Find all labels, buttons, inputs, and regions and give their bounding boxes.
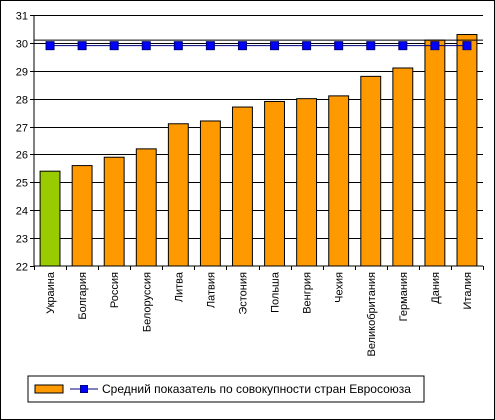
x-tick-label: Россия: [109, 272, 121, 308]
average-point: [270, 41, 280, 51]
y-tick-label: 25: [16, 178, 28, 190]
legend-label: Средний показатель по совокупности стран…: [102, 382, 411, 396]
y-tick-label: 23: [16, 234, 28, 246]
bar-Белоруссия: [135, 148, 157, 267]
average-point: [205, 41, 215, 51]
average-point: [45, 41, 55, 51]
bar-Литва: [167, 123, 189, 267]
y-tick-label: 27: [16, 123, 28, 135]
bar-Россия: [103, 156, 125, 267]
legend: Средний показатель по совокупности стран…: [27, 375, 425, 403]
y-axis: 22 23 24 25 26 27 28 29 30 31: [16, 11, 34, 274]
bar-Чехия: [328, 95, 350, 267]
x-tick-label: Украина: [45, 271, 57, 314]
y-tick-label: 30: [16, 39, 28, 51]
bars: [39, 34, 478, 267]
average-point: [302, 41, 312, 51]
average-point: [398, 41, 408, 51]
legend-marker-swatch: [80, 385, 88, 393]
x-tick-label: Чехия: [334, 272, 346, 303]
bar-Польша: [264, 100, 285, 267]
bar-Дания: [424, 39, 446, 267]
x-tick-label: Великобритания: [366, 272, 378, 357]
y-tick-label: 22: [16, 262, 28, 274]
bar-Великобритания: [360, 75, 382, 267]
y-tick-label: 31: [16, 11, 28, 23]
bar-Болгария: [71, 165, 93, 267]
average-point: [173, 41, 183, 51]
average-point: [462, 41, 472, 51]
bar-Венгрия: [296, 98, 318, 267]
y-tick-label: 29: [16, 67, 28, 79]
x-tick-label: Италия: [462, 272, 474, 310]
x-tick-label: Латвия: [205, 272, 217, 308]
x-tick-label: Венгрия: [302, 272, 314, 314]
average-point: [237, 41, 247, 51]
legend-bar-swatch: [34, 384, 64, 394]
bar-Германия: [392, 67, 414, 267]
bar-Украина: [39, 170, 61, 267]
x-tick-label: Польша: [270, 271, 282, 313]
average-point: [430, 41, 440, 51]
y-tick-label: 26: [16, 150, 28, 162]
bar-Латвия: [199, 120, 221, 267]
average-series: [45, 41, 472, 51]
bar-Италия: [456, 34, 478, 267]
x-tick-label: Белоруссия: [141, 272, 153, 332]
x-tick-label: Болгария: [77, 272, 89, 320]
x-tick-label: Германия: [398, 272, 410, 321]
average-point: [141, 41, 151, 51]
bar-Эстония: [232, 106, 253, 267]
x-tick-label: Эстония: [237, 272, 249, 315]
y-tick-label: 28: [16, 95, 28, 107]
x-tick-label: Литва: [173, 271, 185, 302]
average-point: [366, 41, 376, 51]
y-tick-label: 24: [16, 206, 28, 218]
average-point: [334, 41, 344, 51]
average-point: [109, 41, 119, 51]
x-axis: Украина Болгария Россия Белоруссия Литва Латв…: [34, 266, 484, 357]
x-tick-label: Дания: [430, 272, 442, 304]
average-point: [77, 41, 87, 51]
plot-area: [34, 15, 483, 266]
